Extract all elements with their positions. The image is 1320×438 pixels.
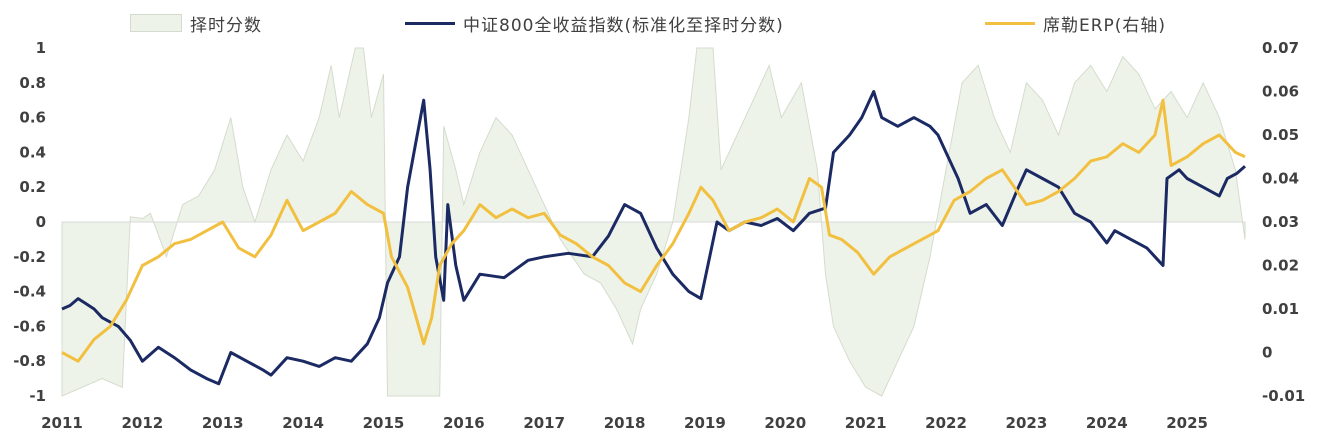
legend: 择时分数 中证800全收益指数(标准化至择时分数) 席勒ERP(右轴) xyxy=(0,8,1320,38)
y-left-tick-label: 0.2 xyxy=(19,178,46,196)
x-tick-label: 2025 xyxy=(1166,414,1208,432)
legend-swatch-line xyxy=(985,21,1035,25)
x-tick-label: 2016 xyxy=(443,414,485,432)
y-left-tick-label: 0.4 xyxy=(19,143,46,161)
x-tick-label: 2014 xyxy=(282,414,324,432)
y-right-tick-label: 0.01 xyxy=(1262,300,1299,318)
x-tick-label: 2019 xyxy=(684,414,726,432)
y-left-tick-label: -0.2 xyxy=(13,248,46,266)
y-right-tick-label: 0.04 xyxy=(1262,170,1299,188)
legend-item-csi800: 中证800全收益指数(标准化至择时分数) xyxy=(405,8,784,38)
y-right-tick-label: 0.02 xyxy=(1262,257,1299,275)
x-tick-label: 2018 xyxy=(604,414,646,432)
x-tick-label: 2022 xyxy=(925,414,967,432)
y-left-tick-label: -0.6 xyxy=(13,317,46,335)
y-left-tick-label: 0.8 xyxy=(19,74,46,92)
y-left-tick-label: -0.4 xyxy=(13,283,46,301)
y-left-tick-label: -1 xyxy=(29,387,46,405)
y-left-tick-label: 0 xyxy=(36,213,46,231)
y-left-tick-label: -0.8 xyxy=(13,352,46,370)
y-left-tick-label: 0.6 xyxy=(19,109,46,127)
x-tick-label: 2017 xyxy=(523,414,565,432)
y-right-tick-label: 0.07 xyxy=(1262,39,1299,57)
y-right-tick-label: 0.05 xyxy=(1262,126,1299,144)
legend-swatch-area xyxy=(130,14,182,32)
legend-label: 择时分数 xyxy=(190,15,262,36)
y-left-tick-label: 1 xyxy=(36,39,46,57)
legend-label: 中证800全收益指数(标准化至择时分数) xyxy=(463,15,784,36)
x-tick-label: 2021 xyxy=(845,414,887,432)
csi800-line xyxy=(61,90,1246,386)
y-right-tick-label: -0.01 xyxy=(1262,387,1305,405)
series-lines-layer xyxy=(61,90,1246,386)
x-tick-label: 2015 xyxy=(363,414,405,432)
x-tick-label: 2023 xyxy=(1006,414,1048,432)
y-right-tick-label: 0 xyxy=(1262,344,1272,362)
y-right-tick-label: 0.06 xyxy=(1262,83,1299,101)
legend-item-shiller-erp: 席勒ERP(右轴) xyxy=(985,8,1166,38)
x-tick-label: 2012 xyxy=(121,414,163,432)
x-tick-label: 2011 xyxy=(41,414,83,432)
legend-label: 席勒ERP(右轴) xyxy=(1043,15,1167,36)
x-tick-label: 2013 xyxy=(202,414,244,432)
x-tick-label: 2020 xyxy=(764,414,806,432)
shiller-erp-line xyxy=(61,98,1246,363)
y-right-tick-label: 0.03 xyxy=(1262,213,1299,231)
x-tick-label: 2024 xyxy=(1086,414,1128,432)
tick-labels-layer: 1 0.8 0.6 0.4 0.2 0 -0.2 -0.4 -0.6 -0.8 -1 0.07 0.06… xyxy=(13,39,1305,432)
legend-item-timing-score: 择时分数 xyxy=(130,8,262,38)
legend-swatch-line xyxy=(405,21,455,25)
